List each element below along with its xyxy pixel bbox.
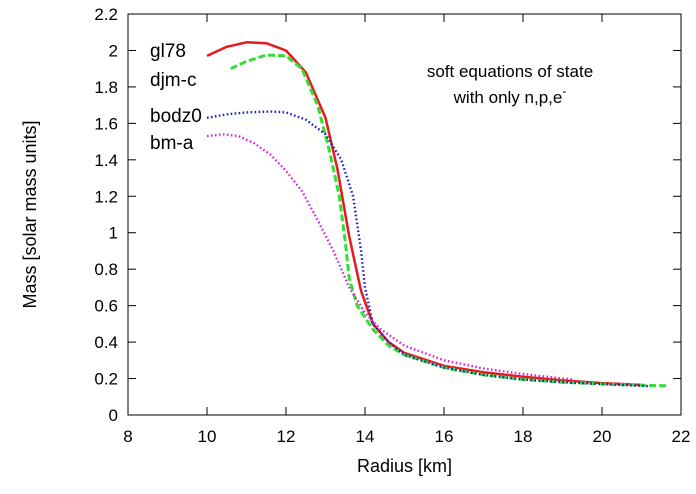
y-tick-label: 1.4 — [94, 151, 118, 170]
y-axis-title: Mass [solar mass units] — [20, 120, 40, 308]
series-label-gl78: gl78 — [150, 41, 186, 62]
series-label-djm-c: djm-c — [150, 70, 196, 91]
axis-ticks: 8 10 12 14 16 18 20 22 0 0.2 0.4 0.6 0.8 1 1.2 1.4 1.6 1.… — [94, 5, 690, 446]
annotation-line-1: soft equations of state — [427, 62, 593, 81]
series-label-bodz0: bodz0 — [150, 106, 202, 127]
x-axis-title: Radius [km] — [357, 456, 452, 476]
y-tick-label: 1.8 — [94, 78, 118, 97]
y-tick-label: 0.2 — [94, 370, 118, 389]
series-line-bm-a — [206, 133, 575, 381]
annotation-superscript: - — [562, 84, 566, 98]
x-tick-label: 8 — [123, 427, 132, 446]
series-line-bodz0 — [206, 110, 650, 388]
y-tick-label: 2.2 — [94, 5, 118, 24]
x-tick-label: 18 — [514, 427, 533, 446]
x-tick-label: 14 — [356, 427, 375, 446]
y-tick-label: 1.6 — [94, 114, 118, 133]
series-label-bm-a: bm-a — [150, 133, 194, 154]
series-line-djm-c — [230, 53, 670, 388]
y-tick-label: 1 — [109, 224, 118, 243]
x-tick-label: 20 — [593, 427, 612, 446]
x-tick-label: 10 — [198, 427, 217, 446]
annotation-line-2-text: with only n,p,e — [453, 88, 563, 107]
x-tick-label: 12 — [277, 427, 296, 446]
annotation-line-2: with only n,p,e- — [453, 84, 567, 107]
series-lines — [206, 41, 670, 388]
x-tick-label: 22 — [672, 427, 691, 446]
plot-frame — [127, 13, 682, 416]
x-tick-label: 16 — [435, 427, 454, 446]
y-tick-label: 1.2 — [94, 187, 118, 206]
y-tick-label: 0.6 — [94, 297, 118, 316]
y-tick-label: 2 — [109, 41, 118, 60]
y-tick-label: 0.8 — [94, 260, 118, 279]
y-tick-label: 0.4 — [94, 333, 118, 352]
y-tick-label: 0 — [109, 406, 118, 425]
series-line-gl78 — [206, 41, 642, 387]
